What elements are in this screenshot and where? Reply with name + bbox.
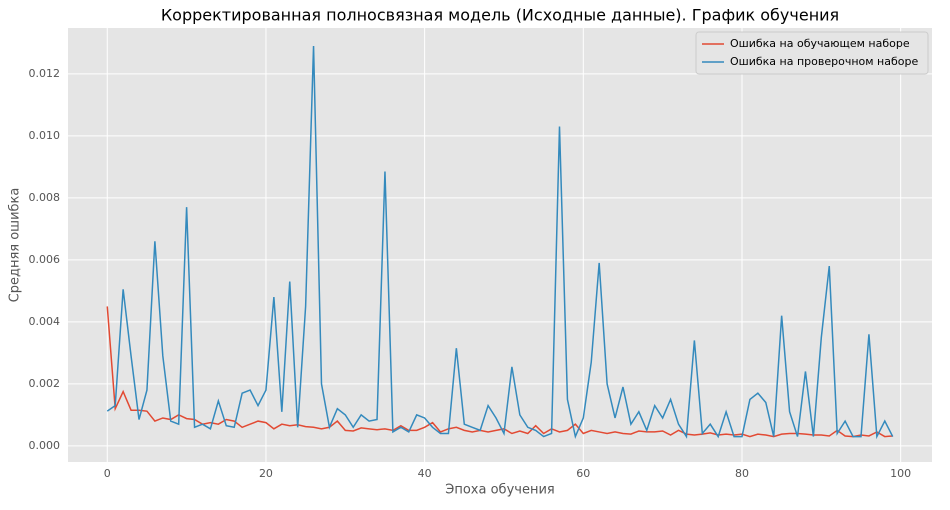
line-series: [106, 45, 894, 440]
legend-box: [695, 31, 929, 75]
y-axis-label: Средняя ошибка: [8, 188, 23, 303]
legend-label: Ошибка на проверочном наборе: [730, 55, 918, 68]
y-tick-label: 0.008: [29, 191, 61, 204]
line-series: [106, 306, 893, 438]
y-tick-label: 0.004: [29, 315, 61, 328]
y-tick-label: 0.000: [29, 439, 61, 452]
x-tick-label: 100: [890, 467, 911, 480]
chart-title: Корректированная полносвязная модель (Ис…: [161, 6, 839, 25]
legend-label: Ошибка на обучающем наборе: [730, 37, 910, 50]
x-tick-label: 20: [259, 467, 273, 480]
y-tick-label: 0.012: [29, 67, 61, 80]
y-tick-label: 0.002: [29, 377, 61, 390]
x-tick-label: 0: [104, 467, 111, 480]
x-tick-label: 60: [576, 467, 590, 480]
x-axis-label: Эпоха обучения: [445, 483, 554, 498]
y-tick-label: 0.010: [29, 129, 61, 142]
x-tick-label: 80: [735, 467, 749, 480]
x-tick-label: 40: [418, 467, 432, 480]
y-tick-label: 0.006: [29, 253, 61, 266]
